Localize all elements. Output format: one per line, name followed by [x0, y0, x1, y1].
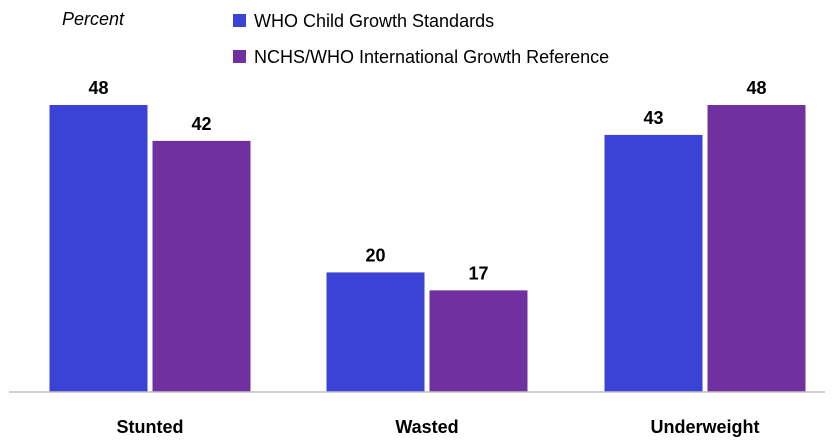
value-label-wasted-series-1: 20	[365, 245, 385, 265]
legend-item-who-standards: WHO Child Growth Standards	[233, 11, 494, 31]
category-labels-group: Stunted Wasted Underweight	[117, 417, 760, 437]
value-label-underweight-series-1: 43	[643, 108, 663, 128]
legend-swatch-who-standards	[233, 14, 246, 27]
bar-wasted-series-1	[326, 272, 425, 392]
bar-underweight-series-2	[707, 105, 806, 392]
value-label-wasted-series-2: 17	[468, 263, 488, 283]
bar-wasted-series-2	[429, 290, 528, 392]
legend-item-nchs-reference: NCHS/WHO International Growth Reference	[233, 47, 609, 67]
legend-swatch-nchs-reference	[233, 50, 246, 63]
legend-label-who-standards: WHO Child Growth Standards	[254, 11, 494, 31]
bar-underweight-series-1	[604, 134, 703, 393]
y-axis-label: Percent	[62, 9, 125, 29]
category-label-underweight: Underweight	[650, 417, 759, 437]
bars-group	[49, 105, 806, 393]
category-label-wasted: Wasted	[395, 417, 458, 437]
value-label-stunted-series-2: 42	[191, 114, 211, 134]
legend: WHO Child Growth Standards NCHS/WHO Inte…	[233, 11, 609, 67]
bar-stunted-series-1	[49, 105, 148, 392]
category-label-stunted: Stunted	[117, 417, 184, 437]
legend-label-nchs-reference: NCHS/WHO International Growth Reference	[254, 47, 609, 67]
value-label-stunted-series-1: 48	[88, 78, 108, 98]
value-labels-group: 48 42 20 17 43 48	[88, 78, 766, 283]
value-label-underweight-series-2: 48	[746, 78, 766, 98]
bar-stunted-series-2	[152, 140, 251, 392]
